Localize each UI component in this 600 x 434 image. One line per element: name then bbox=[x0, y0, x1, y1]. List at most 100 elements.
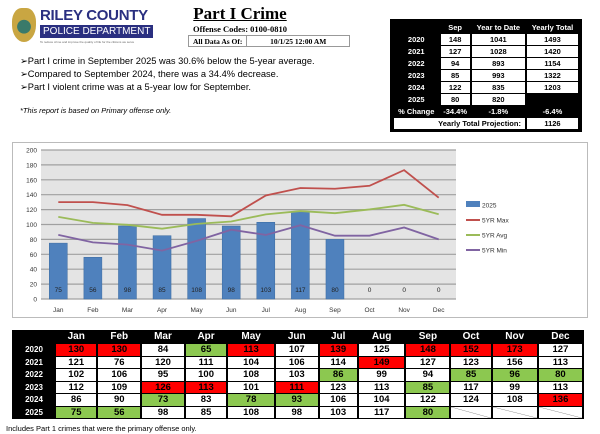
year-row: 2022 102 106 95 100 108 103 86 99 94 85 96 80 bbox=[14, 369, 582, 381]
year-label: 2022 bbox=[25, 370, 43, 380]
logo-line1: RILEY COUNTY bbox=[40, 7, 148, 24]
logo-line2: POLICE DEPARTMENT bbox=[40, 25, 154, 38]
month-cell: 65 bbox=[185, 344, 227, 356]
month-cell: 127 bbox=[538, 344, 582, 356]
summary-cell: 2020 bbox=[407, 35, 425, 44]
summary-cell: 122 bbox=[440, 82, 470, 93]
month-cell: 113 bbox=[228, 344, 274, 356]
y-tick-label: 60 bbox=[30, 252, 38, 259]
summary-cell: 1028 bbox=[471, 46, 525, 57]
month-cell: 109 bbox=[98, 381, 141, 393]
summary-cell: 820 bbox=[471, 94, 525, 105]
x-tick-label: May bbox=[190, 307, 203, 314]
month-header: Jun bbox=[287, 331, 306, 342]
month-cell: 106 bbox=[319, 394, 357, 406]
month-cell: 173 bbox=[492, 344, 537, 356]
monthly-table: Jan Feb Mar Apr May Jun Jul Aug Sep Oct Nov Dec 2020… bbox=[12, 330, 584, 419]
month-cell: 106 bbox=[98, 369, 141, 381]
legend-label: 5YR Avg bbox=[482, 233, 508, 240]
summary-cell: 1154 bbox=[526, 58, 578, 69]
month-cell: 85 bbox=[406, 381, 450, 393]
summary-cell bbox=[527, 94, 578, 105]
month-header: Sep bbox=[418, 331, 438, 342]
projection-value: 1126 bbox=[526, 118, 578, 129]
month-cell: 108 bbox=[492, 394, 537, 406]
data-label: 98 bbox=[228, 287, 236, 294]
month-cell: 107 bbox=[275, 344, 318, 356]
summary-cell: 127 bbox=[440, 46, 470, 57]
summary-row: 2022 94 893 1154 bbox=[394, 58, 578, 69]
month-cell: 108 bbox=[228, 406, 274, 418]
summary-bullets: ➢Part I crime in September 2025 was 30.6… bbox=[20, 55, 315, 94]
month-cell: 122 bbox=[406, 394, 450, 406]
x-tick-label: Dec bbox=[433, 307, 445, 314]
month-header: Jul bbox=[330, 331, 346, 342]
data-label: 80 bbox=[331, 287, 339, 294]
x-tick-label: Sep bbox=[329, 307, 341, 314]
month-cell: 101 bbox=[228, 381, 274, 393]
legend-label: 2025 bbox=[482, 203, 497, 210]
series-line-5yr-avg bbox=[58, 203, 439, 230]
month-cell: 73 bbox=[142, 394, 184, 406]
month-cell: 111 bbox=[275, 381, 318, 393]
year-row: 2024 86 90 73 83 78 93 106 104 122 124 108 136 bbox=[14, 394, 582, 406]
footnote: Includes Part 1 crimes that were the pri… bbox=[6, 424, 197, 433]
summary-cell: 2022 bbox=[407, 59, 425, 68]
month-cell: 117 bbox=[358, 406, 405, 418]
year-row: 2025 75 56 98 85 108 98 103 117 80 bbox=[14, 406, 582, 418]
summary-cell: 993 bbox=[471, 70, 525, 81]
month-cell bbox=[538, 406, 582, 418]
data-label: 0 bbox=[402, 287, 406, 294]
month-cell: 156 bbox=[492, 356, 537, 368]
month-cell: 86 bbox=[319, 369, 357, 381]
year-row: 2023 112 109 126 113 101 111 123 113 85 117 99 113 bbox=[14, 381, 582, 393]
year-label: 2025 bbox=[25, 407, 43, 417]
summary-cell: 835 bbox=[471, 82, 525, 93]
logo-tagline: To reduce crime and improve the quality … bbox=[40, 40, 135, 44]
legend-swatch bbox=[466, 201, 480, 207]
month-cell: 152 bbox=[451, 344, 491, 356]
month-cell: 99 bbox=[358, 369, 405, 381]
summary-table: Sep Year to Date Yearly Total 2020 148 1041 14… bbox=[390, 19, 582, 132]
bar bbox=[83, 257, 103, 300]
bar bbox=[221, 225, 241, 300]
month-cell: 113 bbox=[538, 356, 582, 368]
month-cell: 102 bbox=[56, 369, 97, 381]
bar bbox=[325, 239, 345, 300]
chart: 0 20 40 60 80 100 120 140 160 180 200 Jan Feb Mar Apr M… bbox=[12, 142, 588, 318]
month-cell: 80 bbox=[406, 406, 450, 418]
summary-cell: 148 bbox=[440, 34, 470, 45]
y-tick-label: 180 bbox=[26, 162, 37, 169]
data-label: 108 bbox=[191, 287, 202, 294]
bullet: ➢Part I crime in September 2025 was 30.6… bbox=[20, 56, 315, 66]
summary-cell: 94 bbox=[440, 58, 470, 69]
month-cell: 113 bbox=[538, 381, 582, 393]
summary-row: 2023 85 993 1322 bbox=[394, 70, 578, 81]
month-header: Mar bbox=[154, 331, 172, 342]
summary-row: 2025 80 820 bbox=[394, 94, 578, 105]
y-tick-label: 140 bbox=[26, 192, 37, 199]
month-cell: 113 bbox=[358, 381, 405, 393]
month-cell: 130 bbox=[56, 344, 97, 356]
month-cell: 139 bbox=[319, 344, 357, 356]
page-title: Part I Crime bbox=[193, 4, 287, 23]
month-cell: 148 bbox=[406, 344, 450, 356]
month-header: Apr bbox=[197, 331, 215, 342]
note: *This report is based on Primary offense… bbox=[20, 106, 172, 115]
month-cell: 85 bbox=[185, 406, 227, 418]
bar bbox=[152, 235, 172, 300]
month-cell: 149 bbox=[358, 356, 405, 368]
month-cell: 83 bbox=[185, 394, 227, 406]
as-of-value: 10/1/25 12:00 AM bbox=[270, 37, 327, 46]
summary-cell: 1420 bbox=[526, 46, 578, 57]
month-cell: 121 bbox=[56, 356, 97, 368]
month-cell: 127 bbox=[406, 356, 450, 368]
year-label: 2021 bbox=[25, 357, 43, 367]
month-cell: 136 bbox=[538, 394, 582, 406]
month-cell: 114 bbox=[319, 356, 357, 368]
summary-row: 2020 148 1041 1493 bbox=[394, 34, 578, 45]
change-row: % Change -34.4% -1.8% -6.4% bbox=[394, 106, 578, 117]
month-cell: 85 bbox=[451, 369, 491, 381]
change-cell: % Change bbox=[398, 107, 435, 116]
year-label: 2024 bbox=[25, 395, 43, 405]
